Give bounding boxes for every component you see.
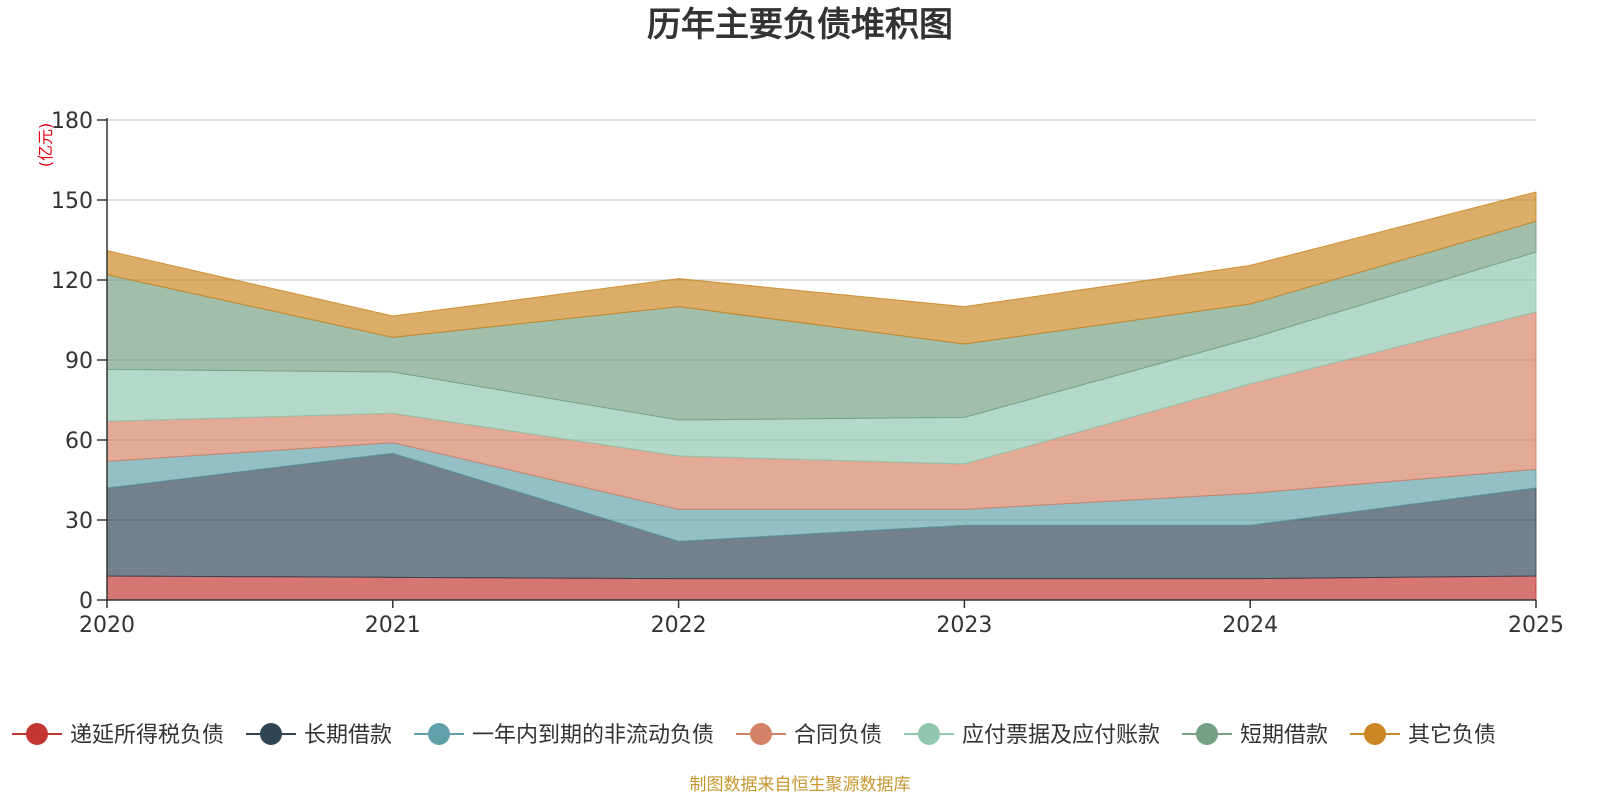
- legend-circle-marker: [26, 723, 48, 745]
- axes: 0 30 60 90 120 150 180 2020 2021 2022 2023 2024 2025: [51, 109, 1564, 638]
- legend-label: 短期借款: [1240, 723, 1328, 748]
- x-tick-label: 2020: [79, 613, 135, 638]
- legend-circle-marker: [750, 723, 772, 745]
- area-series: [106, 575, 1537, 601]
- legend-item[interactable]: 合同负债: [736, 723, 882, 748]
- y-tick-label: 0: [79, 589, 93, 614]
- legend-label: 其它负债: [1408, 723, 1496, 748]
- legend-item[interactable]: 其它负债: [1350, 723, 1496, 748]
- y-tick-label: 60: [65, 429, 93, 454]
- legend[interactable]: 递延所得税负债 长期借款 一年内到期的非流动负债 合同负债 应付票据及应付账款 短期借款 其…: [12, 723, 1496, 748]
- x-tick-label: 2024: [1222, 613, 1278, 638]
- legend-item[interactable]: 短期借款: [1182, 723, 1328, 748]
- area-series: [106, 191, 1537, 345]
- x-tick-label: 2021: [365, 613, 421, 638]
- y-tick-label: 30: [65, 509, 93, 534]
- chart-title: 历年主要负债堆积图: [647, 5, 953, 45]
- y-tick-label: 150: [51, 189, 93, 214]
- y-tick-label: 180: [51, 109, 93, 134]
- legend-label: 长期借款: [304, 723, 392, 748]
- legend-circle-marker: [1196, 723, 1218, 745]
- legend-label: 应付票据及应付账款: [962, 723, 1160, 748]
- legend-circle-marker: [1364, 723, 1386, 745]
- legend-label: 合同负债: [794, 723, 882, 748]
- legend-circle-marker: [260, 723, 282, 745]
- legend-circle-marker: [428, 723, 450, 745]
- area-series-group: [106, 191, 1537, 601]
- legend-item[interactable]: 一年内到期的非流动负债: [414, 723, 714, 748]
- legend-label: 一年内到期的非流动负债: [472, 723, 714, 748]
- y-tick-label: 90: [65, 349, 93, 374]
- legend-item[interactable]: 递延所得税负债: [12, 723, 224, 748]
- legend-item[interactable]: 应付票据及应付账款: [904, 723, 1160, 748]
- legend-circle-marker: [918, 723, 940, 745]
- data-source-note: 制图数据来自恒生聚源数据库: [690, 775, 911, 795]
- x-tick-label: 2025: [1508, 613, 1564, 638]
- legend-item[interactable]: 长期借款: [246, 723, 392, 748]
- x-tick-label: 2023: [936, 613, 992, 638]
- legend-label: 递延所得税负债: [70, 723, 224, 748]
- x-tick-label: 2022: [651, 613, 707, 638]
- y-axis-unit: (亿元): [36, 123, 55, 168]
- y-tick-label: 120: [51, 269, 93, 294]
